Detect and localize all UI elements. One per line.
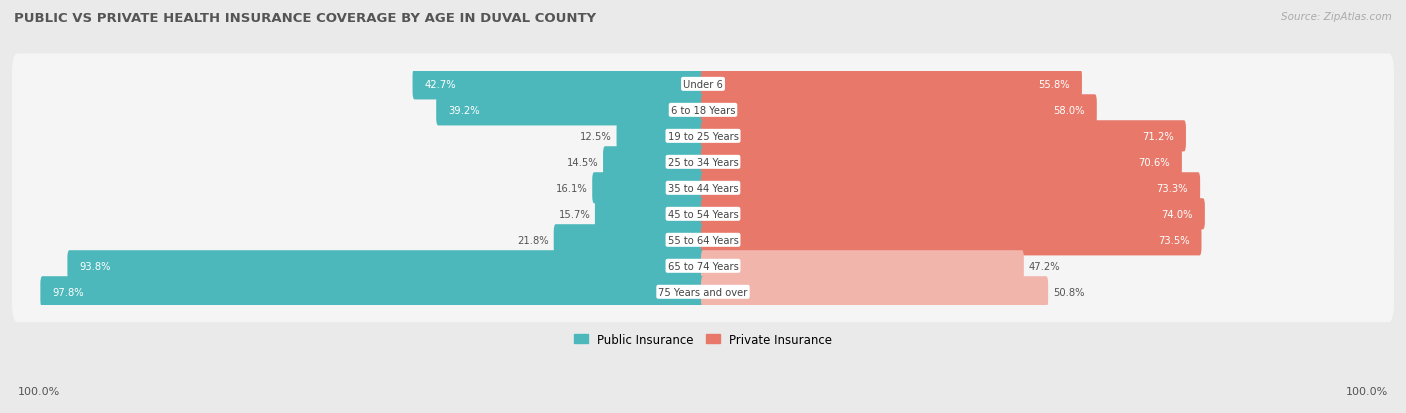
FancyBboxPatch shape bbox=[702, 69, 1083, 100]
FancyBboxPatch shape bbox=[702, 277, 1047, 308]
FancyBboxPatch shape bbox=[13, 262, 1393, 323]
FancyBboxPatch shape bbox=[41, 277, 704, 308]
Text: 19 to 25 Years: 19 to 25 Years bbox=[668, 131, 738, 142]
FancyBboxPatch shape bbox=[67, 251, 704, 282]
FancyBboxPatch shape bbox=[13, 184, 1393, 244]
FancyBboxPatch shape bbox=[617, 121, 704, 152]
Legend: Public Insurance, Private Insurance: Public Insurance, Private Insurance bbox=[569, 328, 837, 351]
FancyBboxPatch shape bbox=[595, 199, 704, 230]
Text: 15.7%: 15.7% bbox=[558, 209, 591, 219]
Text: 97.8%: 97.8% bbox=[52, 287, 84, 297]
Text: 21.8%: 21.8% bbox=[517, 235, 548, 245]
Text: Under 6: Under 6 bbox=[683, 80, 723, 90]
Text: 55.8%: 55.8% bbox=[1038, 80, 1070, 90]
FancyBboxPatch shape bbox=[702, 225, 1202, 256]
Text: 45 to 54 Years: 45 to 54 Years bbox=[668, 209, 738, 219]
FancyBboxPatch shape bbox=[13, 236, 1393, 297]
FancyBboxPatch shape bbox=[702, 251, 1024, 282]
FancyBboxPatch shape bbox=[702, 121, 1185, 152]
Text: 100.0%: 100.0% bbox=[18, 387, 60, 396]
Text: 58.0%: 58.0% bbox=[1053, 106, 1084, 116]
Text: Source: ZipAtlas.com: Source: ZipAtlas.com bbox=[1281, 12, 1392, 22]
Text: 42.7%: 42.7% bbox=[425, 80, 457, 90]
Text: 35 to 44 Years: 35 to 44 Years bbox=[668, 183, 738, 193]
Text: 73.5%: 73.5% bbox=[1157, 235, 1189, 245]
FancyBboxPatch shape bbox=[13, 54, 1393, 115]
FancyBboxPatch shape bbox=[13, 132, 1393, 193]
FancyBboxPatch shape bbox=[592, 173, 704, 204]
FancyBboxPatch shape bbox=[13, 210, 1393, 271]
Text: 100.0%: 100.0% bbox=[1346, 387, 1388, 396]
FancyBboxPatch shape bbox=[13, 158, 1393, 219]
FancyBboxPatch shape bbox=[702, 147, 1182, 178]
FancyBboxPatch shape bbox=[603, 147, 704, 178]
Text: 12.5%: 12.5% bbox=[581, 131, 612, 142]
Text: 14.5%: 14.5% bbox=[567, 157, 599, 167]
Text: 75 Years and over: 75 Years and over bbox=[658, 287, 748, 297]
FancyBboxPatch shape bbox=[412, 69, 704, 100]
Text: 6 to 18 Years: 6 to 18 Years bbox=[671, 106, 735, 116]
FancyBboxPatch shape bbox=[554, 225, 704, 256]
Text: 65 to 74 Years: 65 to 74 Years bbox=[668, 261, 738, 271]
Text: 73.3%: 73.3% bbox=[1157, 183, 1188, 193]
Text: 25 to 34 Years: 25 to 34 Years bbox=[668, 157, 738, 167]
Text: 47.2%: 47.2% bbox=[1029, 261, 1060, 271]
Text: 70.6%: 70.6% bbox=[1137, 157, 1170, 167]
Text: 55 to 64 Years: 55 to 64 Years bbox=[668, 235, 738, 245]
FancyBboxPatch shape bbox=[13, 80, 1393, 141]
Text: PUBLIC VS PRIVATE HEALTH INSURANCE COVERAGE BY AGE IN DUVAL COUNTY: PUBLIC VS PRIVATE HEALTH INSURANCE COVER… bbox=[14, 12, 596, 25]
Text: 93.8%: 93.8% bbox=[80, 261, 111, 271]
FancyBboxPatch shape bbox=[13, 106, 1393, 167]
Text: 16.1%: 16.1% bbox=[555, 183, 588, 193]
FancyBboxPatch shape bbox=[702, 95, 1097, 126]
Text: 39.2%: 39.2% bbox=[449, 106, 479, 116]
Text: 50.8%: 50.8% bbox=[1053, 287, 1084, 297]
Text: 74.0%: 74.0% bbox=[1161, 209, 1192, 219]
FancyBboxPatch shape bbox=[702, 199, 1205, 230]
Text: 71.2%: 71.2% bbox=[1142, 131, 1174, 142]
FancyBboxPatch shape bbox=[436, 95, 704, 126]
FancyBboxPatch shape bbox=[702, 173, 1201, 204]
